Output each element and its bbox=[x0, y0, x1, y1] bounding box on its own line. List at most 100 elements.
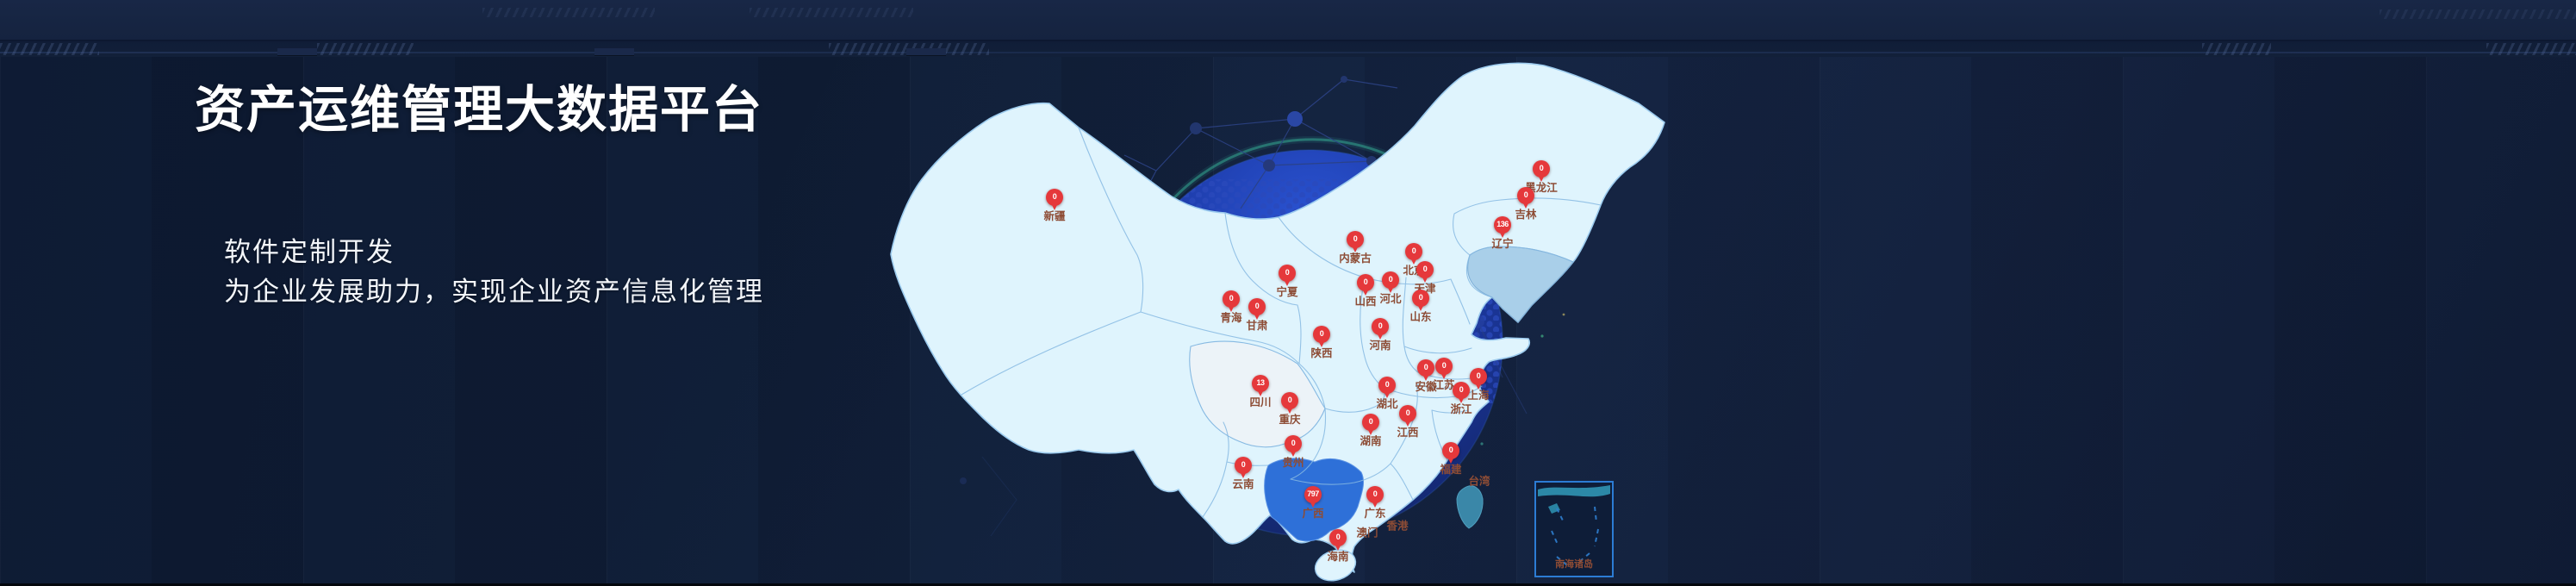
hatch-decor bbox=[750, 8, 913, 17]
location-pin-icon: 0 bbox=[1517, 187, 1534, 209]
pin-value: 0 bbox=[1384, 380, 1390, 389]
region-label[interactable]: 台湾 bbox=[1468, 475, 1490, 488]
pin-value: 136 bbox=[1496, 220, 1509, 228]
province-label: 新疆 bbox=[1043, 210, 1066, 222]
province-label: 安徽 bbox=[1415, 381, 1437, 393]
province-label: 河南 bbox=[1369, 340, 1391, 352]
pin-value: 0 bbox=[1285, 268, 1290, 277]
location-pin-icon: 0 bbox=[1405, 243, 1422, 265]
pin-value: 0 bbox=[1539, 164, 1544, 172]
province-label: 浙江 bbox=[1450, 403, 1472, 415]
hatch-decor bbox=[2380, 9, 2576, 19]
location-pin-icon: 0 bbox=[1329, 529, 1347, 551]
pin-value: 0 bbox=[1291, 439, 1296, 447]
pin-value: 0 bbox=[1422, 265, 1428, 273]
region-label[interactable]: 香港 bbox=[1386, 520, 1409, 533]
divider-line bbox=[0, 52, 2576, 53]
island-hainan bbox=[1314, 549, 1357, 582]
location-pin-icon: 0 bbox=[1285, 435, 1302, 457]
rail-tab-decor bbox=[594, 48, 634, 55]
location-pin-icon: 0 bbox=[1378, 377, 1396, 398]
province-label: 吉林 bbox=[1515, 209, 1537, 221]
province-label: 福建 bbox=[1440, 464, 1462, 476]
province-label: 辽宁 bbox=[1491, 238, 1514, 250]
south-china-sea-inset: 南海诸岛 bbox=[1534, 481, 1614, 577]
province-label: 广东 bbox=[1364, 508, 1386, 520]
subtitle-line-2: 为企业发展助力，实现企业资产信息化管理 bbox=[224, 277, 764, 307]
province-label: 宁夏 bbox=[1276, 286, 1298, 298]
hatch-decor bbox=[0, 43, 99, 55]
province-label: 山东 bbox=[1409, 311, 1432, 323]
location-pin-icon: 0 bbox=[1435, 358, 1453, 379]
hatch-decor bbox=[2486, 43, 2576, 55]
pin-value: 13 bbox=[1256, 378, 1265, 387]
province-label: 山西 bbox=[1354, 296, 1377, 308]
location-pin-icon: 0 bbox=[1347, 231, 1364, 252]
pin-value: 0 bbox=[1335, 533, 1341, 541]
location-pin-icon: 797 bbox=[1304, 486, 1322, 508]
inset-map-svg bbox=[1538, 485, 1610, 566]
pin-value: 0 bbox=[1353, 234, 1358, 243]
location-pin-icon: 13 bbox=[1252, 375, 1269, 396]
pin-value: 797 bbox=[1307, 489, 1319, 498]
location-pin-icon: 0 bbox=[1533, 160, 1550, 182]
pin-value: 0 bbox=[1378, 321, 1383, 330]
province-label: 河北 bbox=[1379, 293, 1402, 305]
province-label: 青海 bbox=[1220, 312, 1242, 324]
location-pin-icon: 0 bbox=[1417, 359, 1434, 381]
location-pin-icon: 0 bbox=[1281, 392, 1298, 414]
pin-value: 0 bbox=[1476, 371, 1481, 380]
pin-value: 0 bbox=[1368, 417, 1373, 426]
location-pin-icon: 0 bbox=[1366, 486, 1384, 508]
location-pin-icon: 0 bbox=[1442, 442, 1459, 464]
province-label: 江苏 bbox=[1433, 379, 1455, 391]
pin-value: 0 bbox=[1241, 460, 1246, 469]
province-label: 湖北 bbox=[1376, 398, 1398, 410]
location-pin-icon: 0 bbox=[1412, 290, 1429, 311]
location-pin-icon: 136 bbox=[1494, 216, 1511, 238]
pin-value: 0 bbox=[1319, 329, 1324, 338]
hatch-decor bbox=[2202, 43, 2271, 55]
location-pin-icon: 0 bbox=[1279, 265, 1296, 286]
bottom-edge bbox=[0, 583, 2576, 586]
location-pin-icon: 0 bbox=[1223, 290, 1240, 312]
province-label: 贵州 bbox=[1282, 457, 1304, 469]
inset-label: 南海诸岛 bbox=[1555, 559, 1593, 570]
location-pin-icon: 0 bbox=[1357, 274, 1374, 296]
pin-value: 0 bbox=[1254, 302, 1260, 310]
pin-value: 0 bbox=[1052, 192, 1057, 201]
province-label: 甘肃 bbox=[1246, 320, 1268, 332]
pin-value: 0 bbox=[1523, 190, 1528, 199]
pin-value: 0 bbox=[1459, 385, 1464, 394]
pin-value: 0 bbox=[1418, 293, 1423, 302]
province-label: 湖南 bbox=[1360, 435, 1382, 447]
location-pin-icon: 0 bbox=[1235, 457, 1252, 478]
pin-value: 0 bbox=[1287, 396, 1292, 404]
location-pin-icon: 0 bbox=[1470, 368, 1487, 390]
rail-tab-decor bbox=[277, 48, 317, 55]
pin-value: 0 bbox=[1372, 489, 1378, 498]
pin-value: 0 bbox=[1405, 408, 1410, 417]
region-label[interactable]: 澳门 bbox=[1356, 527, 1378, 539]
pin-value: 0 bbox=[1423, 363, 1428, 371]
province-label: 四川 bbox=[1249, 396, 1272, 408]
location-pin-icon: 0 bbox=[1046, 189, 1063, 210]
province-label: 上海 bbox=[1467, 390, 1490, 402]
province-label: 陕西 bbox=[1310, 347, 1333, 359]
top-band bbox=[0, 0, 2576, 41]
province-label: 江西 bbox=[1397, 427, 1419, 439]
location-pin-icon: 0 bbox=[1313, 326, 1330, 347]
pin-value: 0 bbox=[1411, 246, 1416, 255]
pin-value: 0 bbox=[1363, 277, 1368, 286]
subtitle-line-1: 软件定制开发 bbox=[224, 237, 395, 267]
province-label: 内蒙古 bbox=[1339, 252, 1372, 265]
province-label: 云南 bbox=[1232, 478, 1254, 490]
pin-value: 0 bbox=[1229, 294, 1234, 302]
province-label: 广西 bbox=[1302, 508, 1324, 520]
location-pin-icon: 0 bbox=[1362, 414, 1379, 435]
island-taiwan bbox=[1456, 485, 1484, 529]
hatch-decor bbox=[317, 43, 414, 55]
